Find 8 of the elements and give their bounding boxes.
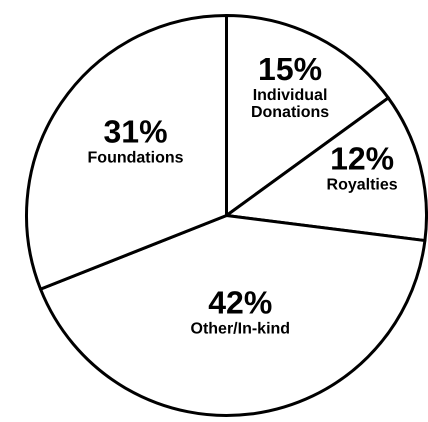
slice-label: Individual Donations [250, 86, 330, 121]
slice-label: Foundations [88, 150, 184, 167]
data-label: 42% [208, 284, 272, 321]
slice-label: Other/In-kind [190, 320, 290, 338]
data-label: 15% [258, 50, 322, 87]
slice-label: Royalties [326, 176, 398, 194]
data-label: 12% [330, 140, 394, 177]
data-label: 31% [104, 114, 168, 150]
